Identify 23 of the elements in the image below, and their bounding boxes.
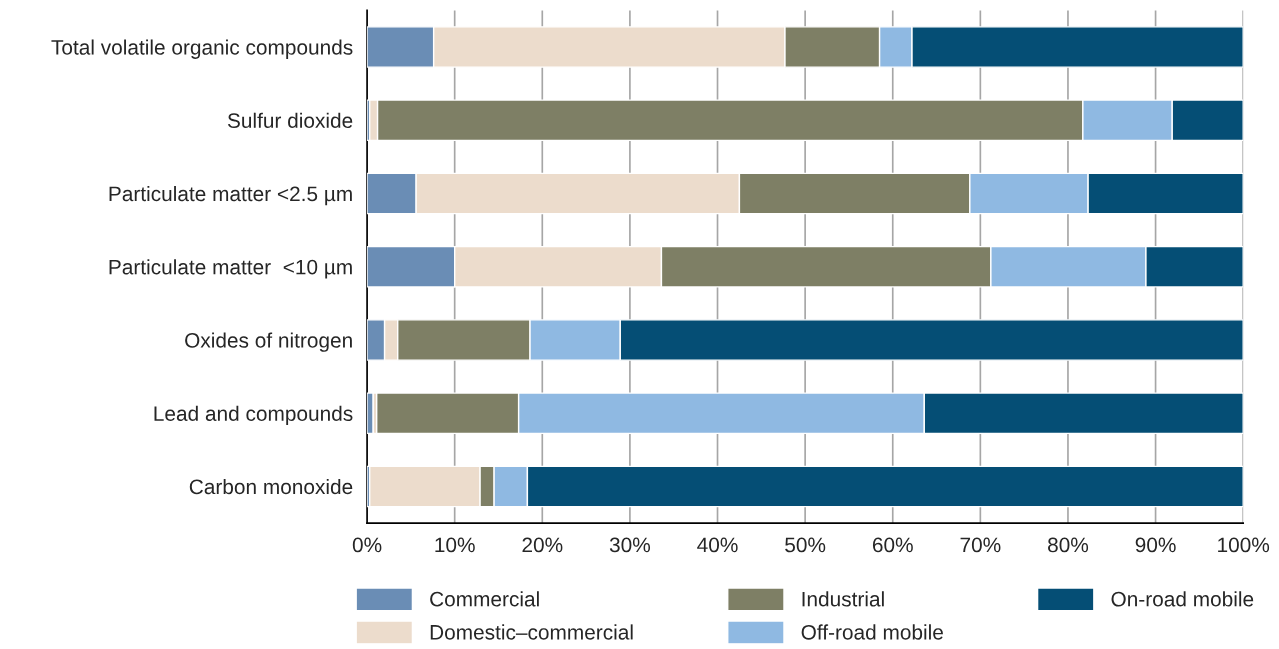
x-tick-label: 30% <box>609 537 651 553</box>
x-tick-label: 40% <box>697 537 738 553</box>
x-tick-label: 80% <box>1048 537 1089 553</box>
x-tick-label: 70% <box>960 537 1001 553</box>
legend-label: Domestic–commercial <box>430 624 633 640</box>
legend-label: On-road mobile <box>1111 591 1254 607</box>
y-tick-label: Particulate matter <10 µm <box>109 259 352 279</box>
y-tick-label: Total volatile organic compounds <box>51 39 353 59</box>
x-tick-label: 50% <box>785 537 826 553</box>
x-tick-label: 10% <box>435 537 475 553</box>
x-tick-label: 20% <box>522 537 563 553</box>
x-tick-label: 60% <box>872 537 913 553</box>
y-tick-label: Lead and compounds <box>154 405 353 426</box>
y-tick-label: Particulate matter <2.5 µm <box>109 185 352 206</box>
x-tick-label: 0% <box>352 537 382 553</box>
y-tick-label: Sulfur dioxide <box>227 112 353 128</box>
legend-label: Commercial <box>430 591 539 607</box>
x-tick-label: 90% <box>1135 537 1176 553</box>
legend-label: Industrial <box>802 591 884 607</box>
y-tick-label: Oxides of nitrogen <box>185 332 352 352</box>
x-tick-label: 100% <box>1218 537 1270 553</box>
y-tick-label: Carbon monoxide <box>189 478 353 495</box>
legend-label: Off-road mobile <box>801 624 943 640</box>
